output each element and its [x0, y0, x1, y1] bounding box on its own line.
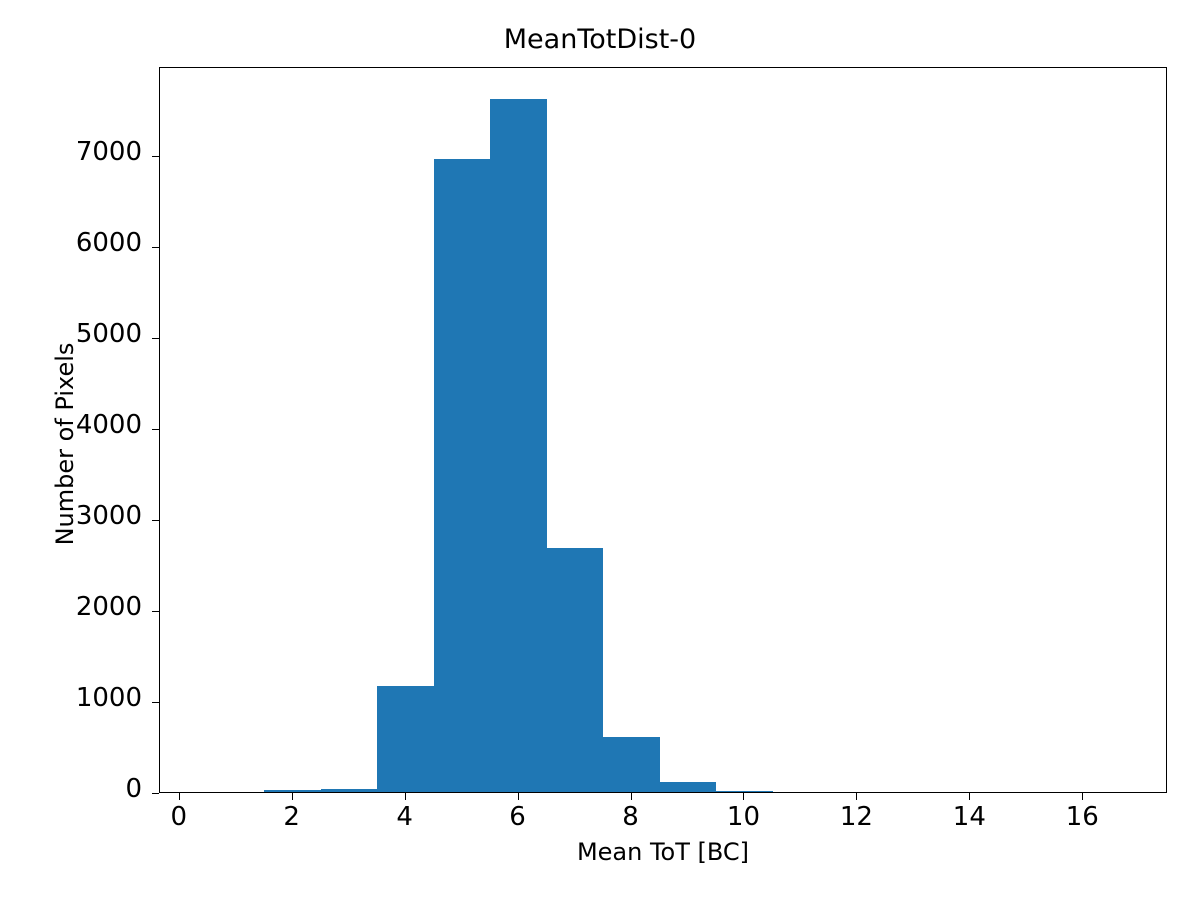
- y-tick-label: 5000: [75, 319, 142, 350]
- x-tick-label: 4: [396, 802, 413, 832]
- histogram-bars: [160, 68, 1166, 792]
- x-tick-mark: [630, 793, 632, 800]
- x-tick-mark: [1082, 793, 1084, 800]
- y-tick-mark: [152, 156, 159, 158]
- y-tick-label: 2000: [75, 592, 142, 623]
- x-tick-mark: [969, 793, 971, 800]
- y-tick-label: 3000: [75, 501, 142, 532]
- x-axis-label: Mean ToT [BC]: [576, 838, 750, 866]
- y-tick-mark: [152, 520, 159, 522]
- x-tick-label: 14: [952, 802, 986, 832]
- x-tick-mark: [517, 793, 519, 800]
- x-tick-label: 8: [622, 802, 639, 832]
- histogram-bar: [264, 790, 321, 792]
- y-tick-mark: [152, 247, 159, 249]
- histogram-bar: [490, 98, 547, 792]
- x-tick-label: 6: [509, 802, 526, 832]
- histogram-bar: [320, 788, 378, 792]
- y-tick-label: 6000: [75, 228, 142, 259]
- x-tick-mark: [291, 793, 293, 800]
- x-tick-label: 0: [170, 802, 188, 832]
- x-tick-label: 2: [283, 802, 300, 832]
- x-tick-label: 12: [839, 802, 873, 832]
- x-tick-mark: [178, 793, 180, 800]
- y-tick-mark: [152, 429, 159, 431]
- histogram-bar: [377, 685, 434, 792]
- histogram-bar: [603, 737, 660, 792]
- y-tick-mark: [152, 338, 159, 340]
- y-tick-mark: [152, 793, 159, 794]
- histogram-bar: [546, 548, 604, 792]
- x-tick-label: 10: [726, 802, 761, 832]
- histogram-bar: [433, 158, 491, 792]
- plot-area: [159, 67, 1167, 793]
- histogram-bar: [716, 791, 773, 792]
- y-tick-label: 0: [125, 774, 142, 804]
- chart-title: MeanTotDist-0: [503, 24, 697, 55]
- x-tick-mark: [404, 793, 406, 800]
- x-tick-mark: [743, 793, 745, 800]
- x-tick-label: 16: [1065, 802, 1099, 832]
- histogram-bar: [659, 782, 717, 792]
- y-tick-label: 1000: [75, 683, 142, 714]
- y-tick-label: 7000: [75, 137, 142, 168]
- y-tick-mark: [152, 702, 159, 704]
- x-tick-mark: [856, 793, 858, 800]
- y-axis-label: Number of Pixels: [51, 342, 79, 546]
- y-tick-mark: [152, 611, 159, 613]
- y-tick-label: 4000: [75, 410, 142, 441]
